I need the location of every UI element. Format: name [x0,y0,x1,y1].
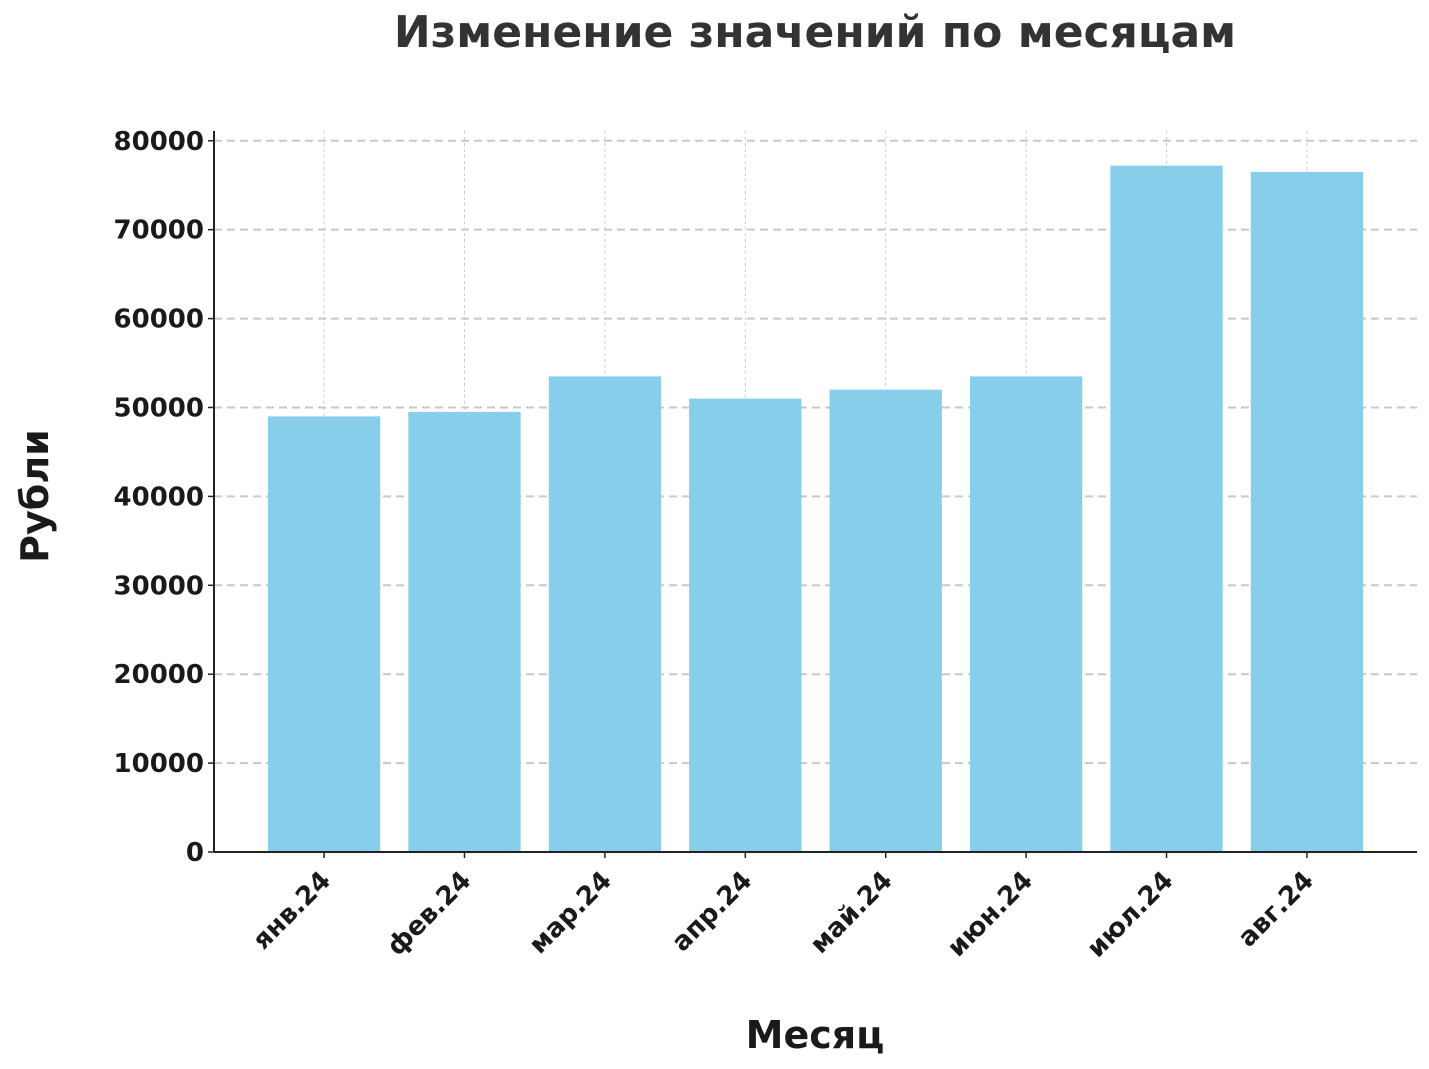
x-tick-label: мар.24 [523,866,617,960]
x-tick-label: фев.24 [381,866,477,962]
y-tick-label: 30000 [114,571,204,601]
y-tick-label: 80000 [114,127,204,157]
y-axis-label: Рубли [13,429,57,563]
y-tick-label: 0 [186,838,204,868]
bar [408,411,521,852]
y-tick-label: 40000 [114,482,204,512]
x-tick-label: май.24 [805,866,899,960]
chart-title: Изменение значений по месяцам [394,7,1236,58]
x-tick-label: апр.24 [666,866,758,958]
bar [267,416,381,852]
x-tick-label: июн.24 [942,866,1039,963]
bar [689,398,802,852]
bar [969,376,1083,852]
y-tick-label: 50000 [114,393,204,423]
x-tick-label: июл.24 [1081,866,1179,964]
bar [1110,165,1223,853]
bar [829,389,942,852]
y-tick-label: 60000 [114,305,204,335]
x-tick-label: авг.24 [1232,866,1319,953]
x-axis-label: Месяц [746,1013,885,1057]
y-tick-label: 70000 [114,216,204,246]
y-tick-label: 20000 [114,660,204,690]
x-tick-label: янв.24 [247,866,337,956]
bar [1250,171,1364,852]
bar [548,376,662,852]
y-tick-label: 10000 [114,749,204,779]
